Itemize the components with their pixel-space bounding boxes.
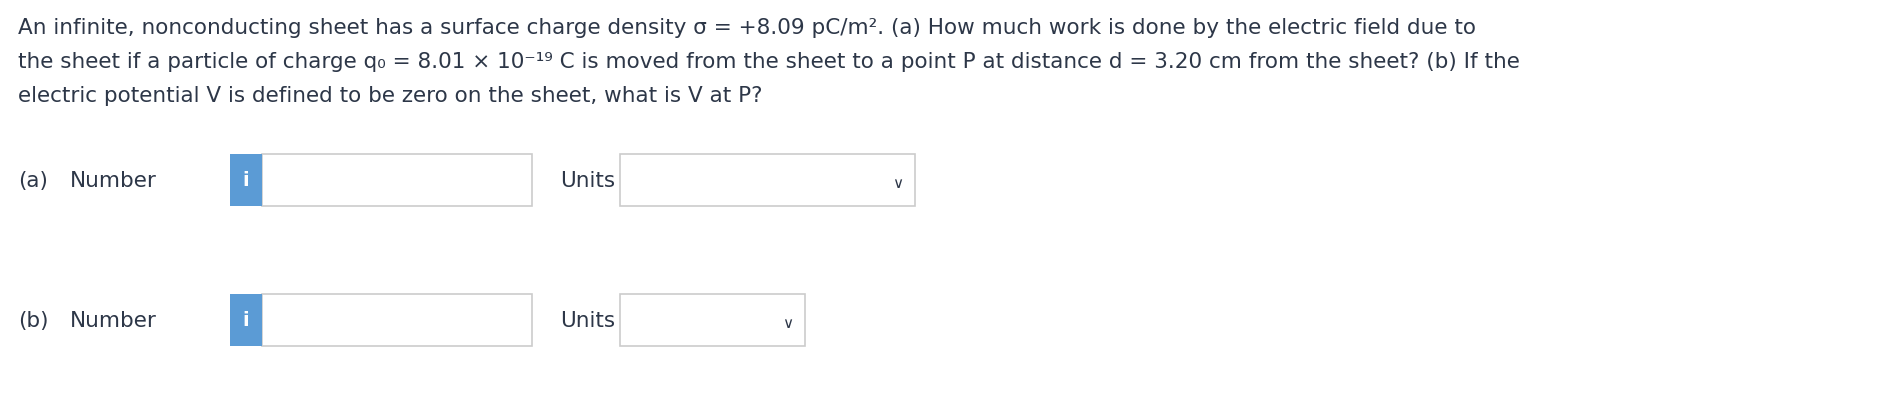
Text: Units: Units [559,170,615,190]
Text: i: i [243,171,248,190]
Text: ∨: ∨ [892,176,903,191]
Text: Number: Number [70,310,156,330]
FancyBboxPatch shape [230,155,262,207]
FancyBboxPatch shape [619,294,805,346]
Text: electric potential V is defined to be zero on the sheet, what is V at P?: electric potential V is defined to be ze… [19,86,762,106]
Text: the sheet if a particle of charge q₀ = 8.01 × 10⁻¹⁹ C is moved from the sheet to: the sheet if a particle of charge q₀ = 8… [19,52,1519,72]
Text: Number: Number [70,170,156,190]
Text: (b): (b) [19,310,49,330]
FancyBboxPatch shape [230,294,262,346]
Text: ∨: ∨ [781,316,792,331]
FancyBboxPatch shape [262,294,533,346]
Text: (a): (a) [19,170,47,190]
Text: An infinite, nonconducting sheet has a surface charge density σ = +8.09 pC/m². (: An infinite, nonconducting sheet has a s… [19,18,1475,38]
Text: Units: Units [559,310,615,330]
FancyBboxPatch shape [619,155,915,207]
Text: i: i [243,311,248,330]
FancyBboxPatch shape [262,155,533,207]
